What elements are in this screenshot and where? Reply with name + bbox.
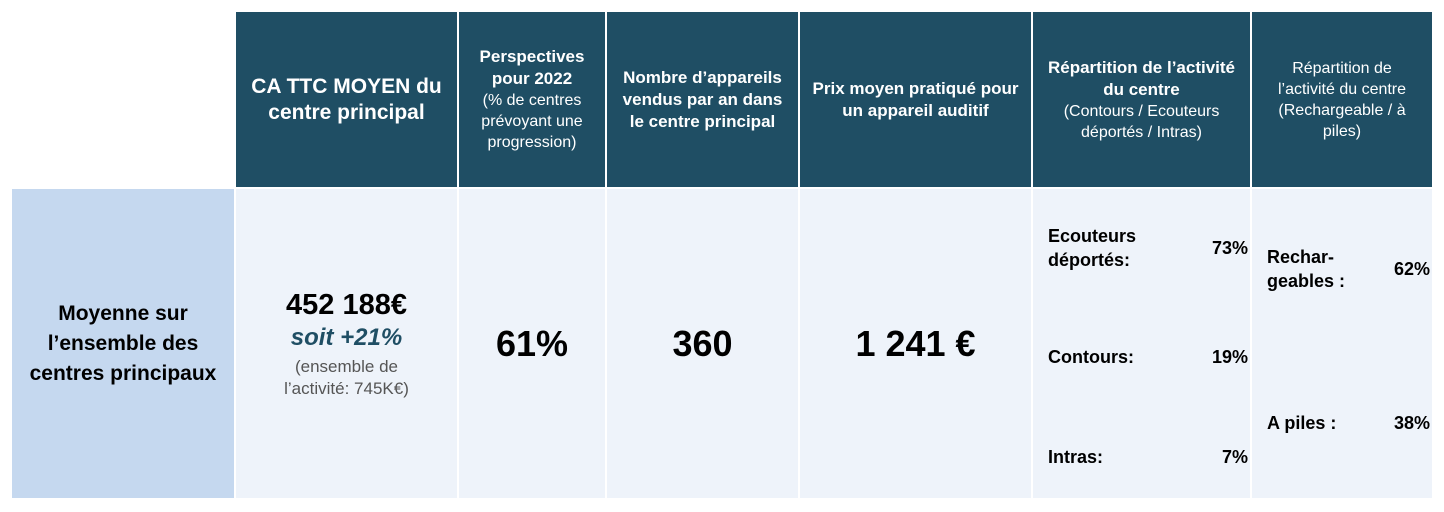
rep1-ecouteurs-value: 73% (1211, 238, 1248, 258)
header-repartition-2: Répartition de l’activité du centre (Rec… (1252, 12, 1432, 187)
ca-value: 452 188€ (286, 288, 407, 321)
ca-note: (ensemble de l’activité: 745K€) (284, 356, 409, 398)
cell-ca: 452 188€ soit +21% (ensemble de l’activi… (236, 189, 457, 498)
header-prix: Prix moyen pratiqué pour un appareil aud… (800, 12, 1031, 187)
rep1-intras-value: 7% (1221, 447, 1248, 467)
perspectives-value: 61% (495, 322, 569, 364)
header-ca: CA TTC MOYEN du centre principal (236, 12, 457, 187)
rep2-piles-label: A piles : (1267, 413, 1337, 433)
header-appareils: Nombre d’appareils vendus par an dans le… (607, 12, 798, 187)
cell-prix: 1 241 € (800, 189, 1031, 498)
cell-appareils: 360 (607, 189, 798, 498)
header-prix-text: Prix moyen pratiqué pour un appareil aud… (812, 78, 1019, 120)
rep2-piles-value: 38% (1393, 413, 1430, 433)
header-perspectives-title: Perspectives pour 2022 (479, 47, 585, 88)
rep2-rechargeables-value: 62% (1393, 259, 1430, 279)
header-repartition-1-title: Répartition de l’activité du centre (1047, 57, 1236, 99)
header-perspectives-sub: (% de centres prévoyant une progression) (481, 92, 583, 151)
row-label-text: Moyenne sur l’ensemble des centres princ… (29, 301, 217, 385)
cell-repartition-1: Ecouteurs déportés: 73% Contours: 19% In… (1033, 189, 1250, 498)
rep1-intras-label: Intras: (1048, 447, 1104, 467)
header-appareils-text: Nombre d’appareils vendus par an dans le… (622, 67, 783, 131)
prix-value: 1 241 € (855, 322, 976, 364)
appareils-value: 360 (672, 322, 733, 364)
row-label: Moyenne sur l’ensemble des centres princ… (12, 189, 234, 498)
header-repartition-1-sub: (Contours / Ecouteurs déportés / Intras) (1063, 102, 1220, 141)
header-repartition-2-text: Répartition de l’activité du centre (Rec… (1277, 59, 1407, 140)
rep1-contours-label: Contours: (1048, 347, 1134, 367)
header-perspectives: Perspectives pour 2022 (% de centres pré… (459, 12, 605, 187)
header-repartition-1: Répartition de l’activité du centre (Con… (1033, 12, 1250, 187)
cell-repartition-2: Rechar-geables : 62% A piles : 38% (1252, 189, 1432, 498)
cell-perspectives: 61% (459, 189, 605, 498)
ca-growth: soit +21% (290, 323, 403, 351)
rep1-contours-value: 19% (1211, 347, 1248, 367)
rep2-rechargeables-label: Rechar-geables : (1267, 247, 1346, 291)
header-ca-text: CA TTC MOYEN du centre principal (251, 74, 442, 124)
rep1-ecouteurs-label: Ecouteurs déportés: (1048, 226, 1137, 270)
